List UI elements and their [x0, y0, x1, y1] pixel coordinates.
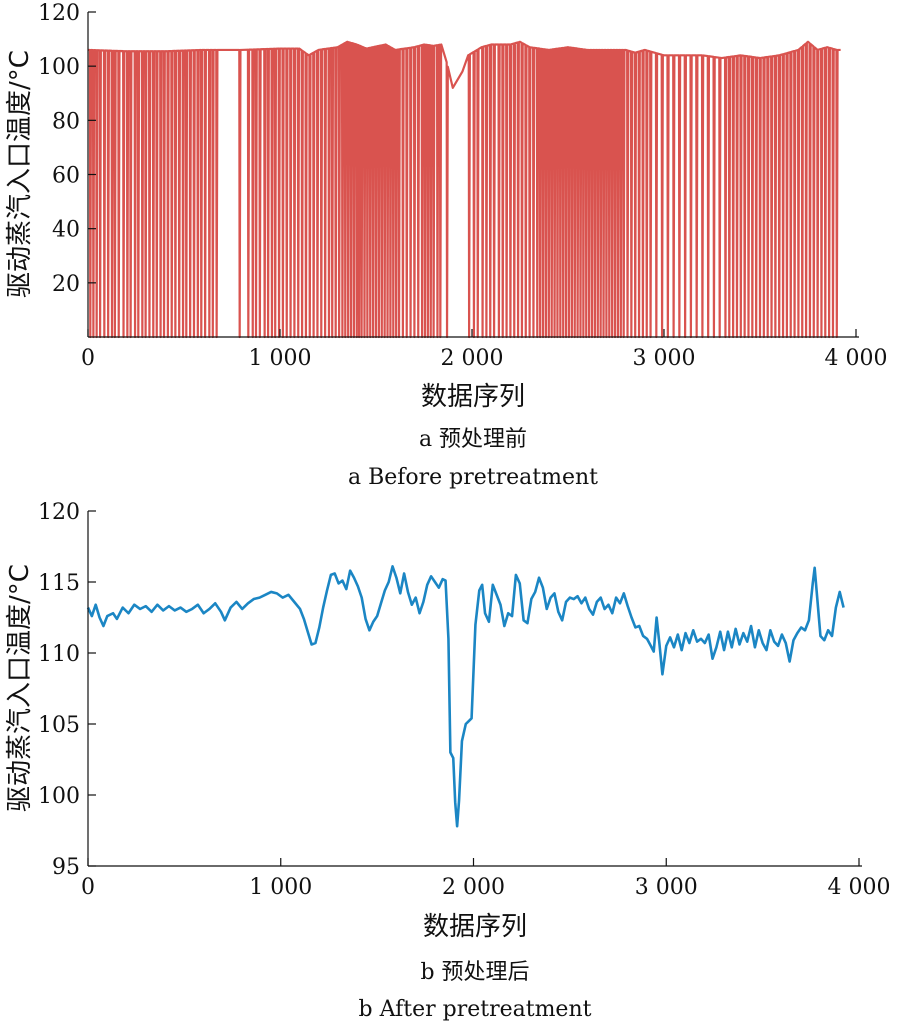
chart-a-ytick-label: 20 — [52, 272, 80, 297]
chart-b-plot-area — [86, 565, 845, 828]
chart-b-xtick-label: 0 — [81, 875, 95, 900]
chart-a-xlabel: 数据序列 — [421, 382, 525, 412]
chart-b-xtick-label: 4 000 — [828, 875, 891, 900]
chart-b-ytick-label: 100 — [38, 784, 80, 809]
chart-a-ytick-label: 40 — [52, 218, 80, 243]
chart-b-xtick-label: 2 000 — [442, 875, 505, 900]
chart-b-ytick-label: 110 — [38, 642, 80, 667]
chart-a-plot-area — [87, 40, 841, 339]
chart-a-ytick-label: 80 — [52, 109, 80, 134]
chart-b-series-line — [86, 565, 845, 828]
chart-b-ylabel: 驱动蒸汽入口温度/°C — [5, 564, 35, 812]
chart-b-caption-cn: b 预处理后 — [420, 960, 529, 985]
chart-b-xlabel: 数据序列 — [423, 912, 527, 942]
chart-a-caption-en: a Before pretreatment — [348, 465, 598, 490]
chart-a-xtick-label: 1 000 — [249, 346, 312, 371]
chart-a-ytick-label: 60 — [52, 164, 80, 189]
chart-b-ytick-label: 105 — [38, 713, 80, 738]
chart-a-xtick-label: 3 000 — [633, 346, 696, 371]
chart-a-ticks: 0 1 000 2 000 3 000 4 000 20 40 60 80 100 120 — [38, 1, 887, 371]
chart-a-series-line — [87, 40, 841, 339]
chart-a-caption-cn: a 预处理前 — [419, 427, 527, 452]
chart-b-ticks: 0 1 000 2 000 3 000 4 000 95 100 105 110 115 120 — [38, 500, 890, 900]
chart-b-ytick-label: 115 — [38, 571, 80, 596]
chart-b-ytick-label: 95 — [52, 855, 80, 880]
chart-b-after-pretreatment: 0 1 000 2 000 3 000 4 000 95 100 105 110 115 120 驱… — [5, 500, 890, 1022]
chart-a-ylabel: 驱动蒸汽入口温度/°C — [5, 50, 35, 298]
chart-b-ytick-label: 120 — [38, 500, 80, 525]
chart-a-xtick-label: 0 — [81, 346, 95, 371]
chart-b-xtick-label: 3 000 — [635, 875, 698, 900]
chart-a-ytick-label: 100 — [38, 55, 80, 80]
chart-b-xtick-label: 1 000 — [249, 875, 312, 900]
chart-a-xtick-label: 4 000 — [825, 346, 888, 371]
chart-b-caption-en: b After pretreatment — [359, 997, 592, 1022]
chart-a-ytick-label: 120 — [38, 1, 80, 26]
chart-a-before-pretreatment: 0 1 000 2 000 3 000 4 000 20 40 60 80 100 120 驱动蒸汽… — [5, 1, 887, 490]
chart-a-xtick-label: 2 000 — [441, 346, 504, 371]
